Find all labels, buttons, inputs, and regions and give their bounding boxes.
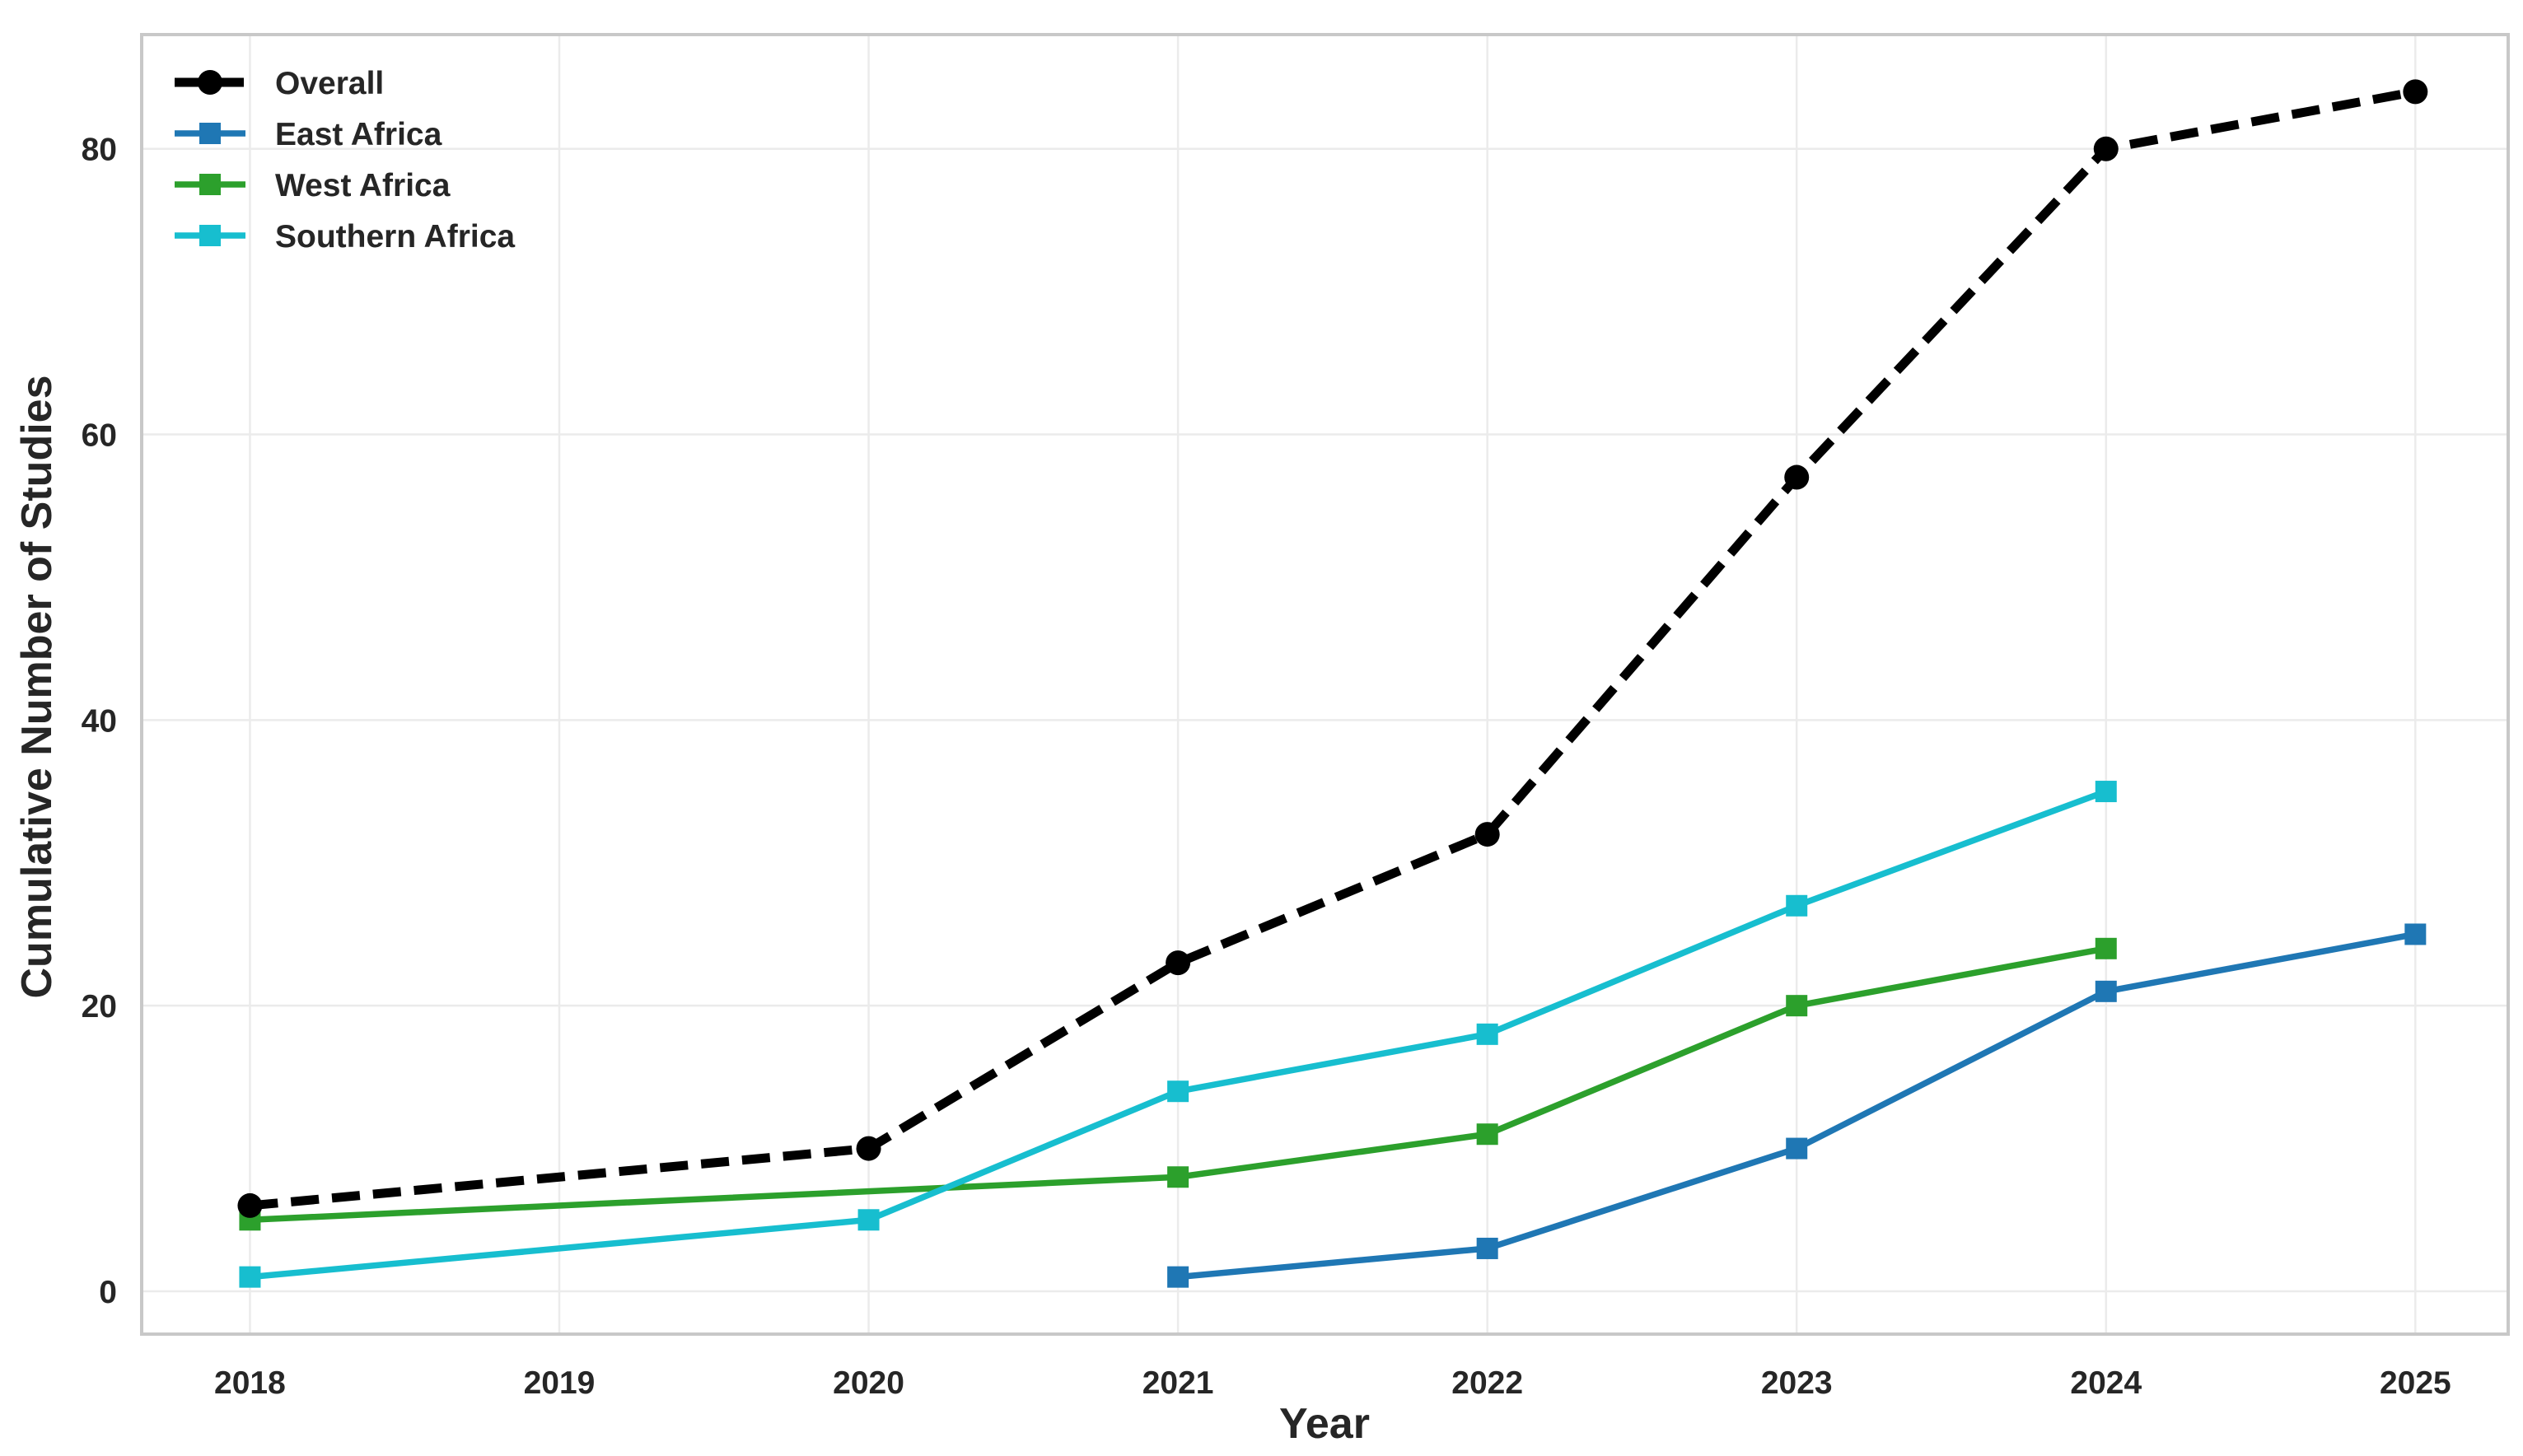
y-tick-label: 40 [82,703,117,739]
x-tick-label: 2023 [1761,1365,1833,1401]
data-point [2095,781,2117,803]
data-point [2403,79,2428,105]
tick-labels: 2018 2019 2020 2021 2022 2023 2024 2025 0 20 40 60 8… [82,133,2451,1401]
x-tick-label: 2021 [1142,1365,1214,1401]
x-tick-label: 2025 [2380,1365,2451,1401]
series-east-africa [1167,923,2427,1288]
series-line-southern-africa [250,788,2108,1281]
legend-label: Overall [275,66,384,101]
data-point [1474,822,1500,847]
data-point [1784,464,1810,490]
data-point [1167,1166,1189,1188]
x-tick-label: 2020 [833,1365,904,1401]
data-point [1166,950,1191,976]
legend-marker [199,123,221,144]
series-southern-africa [239,781,2117,1288]
legend-label: East Africa [275,117,442,152]
y-axis-label: Cumulative Number of Studies [13,376,61,999]
data-point [1167,1080,1189,1103]
legend-label: Southern Africa [275,219,515,254]
y-tick-label: 60 [82,418,117,454]
plot-frame [140,33,2510,1336]
data-point [1167,1266,1189,1288]
data-point [2404,923,2427,945]
data-point [1476,1123,1498,1146]
legend-marker [198,70,222,95]
x-tick-label: 2024 [2070,1365,2142,1401]
data-point [1786,1137,1808,1160]
data-point [1786,995,1808,1017]
data-point [1476,1237,1498,1259]
x-tick-label: 2019 [524,1365,596,1401]
data-point [2093,136,2119,161]
legend-item-east-africa: East Africa [175,117,442,152]
data-point [1476,1023,1498,1045]
legend-label: West Africa [275,168,451,203]
y-tick-label: 0 [99,1275,117,1310]
series-layer [237,79,2428,1288]
y-tick-label: 80 [82,133,117,168]
series-overall [237,79,2428,1218]
data-point [1786,894,1808,917]
legend: Overall East Africa West Africa Southern Af… [175,66,515,254]
data-point [2095,980,2117,1002]
x-tick-label: 2022 [1451,1365,1523,1401]
x-axis-label: Year [1279,1400,1370,1448]
data-point [857,1209,880,1231]
legend-item-southern-africa: Southern Africa [175,219,515,254]
data-point [2095,937,2117,959]
legend-item-overall: Overall [175,66,384,101]
data-point [856,1136,881,1161]
data-point [237,1192,263,1218]
legend-item-west-africa: West Africa [175,168,451,203]
y-tick-label: 20 [82,989,117,1024]
x-tick-label: 2018 [214,1365,286,1401]
legend-marker [199,225,221,246]
legend-marker [199,174,221,195]
data-point [239,1266,261,1288]
